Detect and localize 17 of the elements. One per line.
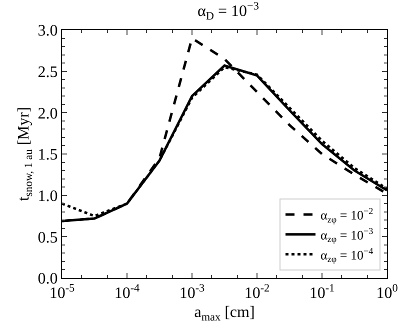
- y-tick-label: 1.5: [38, 146, 58, 164]
- x-tick-label: 10$^{0}$: [376, 282, 398, 302]
- legend-label: α$_{zφ}$ = 10$^{−3}$: [320, 226, 374, 244]
- x-tick-label: 10$^{-3}$: [179, 282, 206, 302]
- y-tick-label: 2.5: [38, 64, 58, 81]
- y-tick-label: 0.5: [38, 229, 58, 246]
- x-axis-title: a$_{max}$ [cm]: [194, 304, 255, 324]
- y-tick-label: 1.0: [38, 188, 58, 205]
- legend-label: α$_{zφ}$ = 10$^{−4}$: [320, 246, 374, 264]
- chart-title: α$_{D}$ = 10$^{−3}$: [198, 0, 260, 23]
- x-tick-label: 10$^{-4}$: [114, 282, 140, 302]
- y-tick-label: 0.0: [38, 270, 58, 288]
- legend-label: α$_{zφ}$ = 10$^{−2}$: [320, 206, 374, 224]
- y-tick-label: 3.0: [38, 22, 58, 40]
- x-tick-label: 10$^{-2}$: [244, 282, 270, 302]
- y-tick-label: 2.0: [38, 105, 58, 122]
- x-tick-label: 10$^{-1}$: [309, 282, 335, 302]
